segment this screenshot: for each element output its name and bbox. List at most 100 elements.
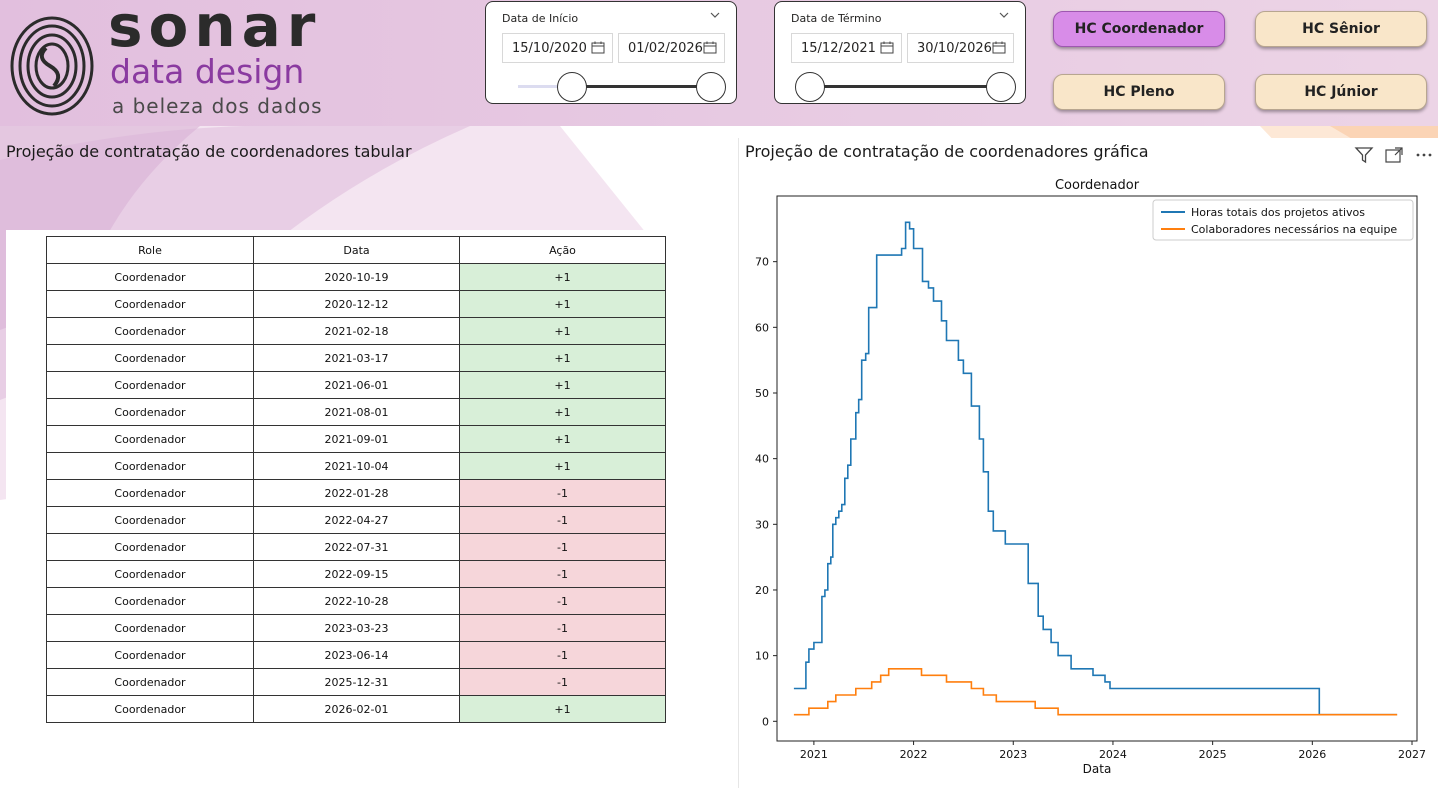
slicer-label: Data de Início [502, 12, 579, 25]
slider-end-handle[interactable] [696, 72, 726, 102]
table-row: Coordenador 2020-12-12 +1 [46, 290, 666, 318]
action-cell: -1 [459, 533, 666, 561]
chart-title: Coordenador [1055, 178, 1140, 193]
date-cell: 2021-02-18 [253, 317, 460, 345]
table-row: Coordenador 2021-09-01 +1 [46, 425, 666, 453]
date-value: 30/10/2026 [917, 41, 992, 56]
slider-start-handle[interactable] [557, 72, 587, 102]
x-tick-label: 2027 [1398, 748, 1426, 761]
table-section-title: Projeção de contratação de coordenadores… [6, 142, 412, 161]
y-tick-label: 20 [755, 584, 769, 597]
logo-title: sonar [108, 0, 322, 60]
slider-range-fill [811, 85, 1001, 88]
role-cell: Coordenador [46, 371, 254, 399]
hc-senior-button[interactable]: HC Sênior [1255, 11, 1427, 47]
column-header-action: Ação [459, 236, 666, 264]
calendar-icon[interactable] [703, 41, 717, 54]
x-axis-label: Data [1083, 762, 1112, 776]
calendar-icon[interactable] [591, 41, 605, 54]
role-cell: Coordenador [46, 587, 254, 615]
table-row: Coordenador 2021-03-17 +1 [46, 344, 666, 372]
action-cell: +1 [459, 263, 666, 291]
start-date-from-input[interactable]: 15/10/2020 [502, 33, 613, 63]
plot-area [776, 195, 1418, 742]
date-value: 01/02/2026 [628, 41, 703, 56]
role-cell: Coordenador [46, 425, 254, 453]
role-cell: Coordenador [46, 452, 254, 480]
table-row: Coordenador 2021-06-01 +1 [46, 371, 666, 399]
table-row: Coordenador 2022-10-28 -1 [46, 587, 666, 615]
action-cell: -1 [459, 641, 666, 669]
series-line-1 [793, 221, 1398, 716]
y-tick-label: 0 [762, 715, 769, 728]
table-row: Coordenador 2021-10-04 +1 [46, 452, 666, 480]
table-row: Coordenador 2022-07-31 -1 [46, 533, 666, 561]
calendar-icon[interactable] [992, 41, 1006, 54]
x-tick-label: 2021 [800, 748, 828, 761]
date-cell: 2021-10-04 [253, 452, 460, 480]
y-tick-label: 40 [755, 453, 769, 466]
date-cell: 2022-01-28 [253, 479, 460, 507]
hc-coordenador-button[interactable]: HC Coordenador [1053, 11, 1225, 47]
filter-icon[interactable] [1354, 146, 1374, 164]
slider-range-fill [572, 85, 711, 88]
action-cell: +1 [459, 452, 666, 480]
focus-mode-icon[interactable] [1384, 146, 1404, 164]
table-row: Coordenador 2026-02-01 +1 [46, 695, 666, 723]
slicer-label: Data de Término [791, 12, 882, 25]
x-tick-label: 2023 [999, 748, 1027, 761]
action-cell: -1 [459, 479, 666, 507]
date-cell: 2021-06-01 [253, 371, 460, 399]
legend-label: Horas totais dos projetos ativos [1191, 206, 1365, 219]
y-tick-label: 30 [755, 518, 769, 531]
x-tick-label: 2022 [900, 748, 928, 761]
date-cell: 2022-09-15 [253, 560, 460, 588]
action-cell: -1 [459, 506, 666, 534]
action-cell: -1 [459, 560, 666, 588]
end-date-to-input[interactable]: 30/10/2026 [907, 33, 1014, 63]
y-tick-label: 10 [755, 650, 769, 663]
table-row: Coordenador 2021-08-01 +1 [46, 398, 666, 426]
table-row: Coordenador 2023-06-14 -1 [46, 641, 666, 669]
role-cell: Coordenador [46, 695, 254, 723]
role-cell: Coordenador [46, 641, 254, 669]
slider-end-handle[interactable] [986, 72, 1016, 102]
x-tick-label: 2026 [1298, 748, 1326, 761]
date-cell: 2020-10-19 [253, 263, 460, 291]
date-cell: 2021-08-01 [253, 398, 460, 426]
logo-tagline: a beleza dos dados [112, 94, 323, 118]
table-row: Coordenador 2023-03-23 -1 [46, 614, 666, 642]
calendar-icon[interactable] [880, 41, 894, 54]
chart-section-title: Projeção de contratação de coordenadores… [745, 142, 1149, 161]
sonar-logo-icon [10, 16, 94, 116]
action-cell: +1 [459, 317, 666, 345]
action-cell: +1 [459, 695, 666, 723]
series-line-2 [793, 668, 1398, 716]
column-header-role: Role [46, 236, 254, 264]
action-cell: +1 [459, 425, 666, 453]
action-cell: +1 [459, 344, 666, 372]
table-row: Coordenador 2022-04-27 -1 [46, 506, 666, 534]
date-cell: 2021-03-17 [253, 344, 460, 372]
table-row: Coordenador 2022-09-15 -1 [46, 560, 666, 588]
column-header-date: Data [253, 236, 460, 264]
hc-pleno-button[interactable]: HC Pleno [1053, 74, 1225, 110]
date-value: 15/12/2021 [801, 41, 876, 56]
chevron-down-icon[interactable] [999, 10, 1009, 20]
role-cell: Coordenador [46, 533, 254, 561]
start-date-to-input[interactable]: 01/02/2026 [618, 33, 725, 63]
end-date-from-input[interactable]: 15/12/2021 [791, 33, 902, 63]
slider-start-handle[interactable] [795, 72, 825, 102]
legend-box [1152, 199, 1414, 241]
role-cell: Coordenador [46, 263, 254, 291]
date-cell: 2021-09-01 [253, 425, 460, 453]
hc-junior-button[interactable]: HC Júnior [1255, 74, 1427, 110]
chevron-down-icon[interactable] [710, 10, 720, 20]
hiring-projection-table: Role Data Ação Coordenador 2020-10-19 +1 Co… [46, 236, 666, 723]
x-tick-label: 2025 [1199, 748, 1227, 761]
date-cell: 2022-04-27 [253, 506, 460, 534]
role-cell: Coordenador [46, 560, 254, 588]
date-cell: 2023-03-23 [253, 614, 460, 642]
more-options-icon[interactable] [1414, 146, 1434, 164]
